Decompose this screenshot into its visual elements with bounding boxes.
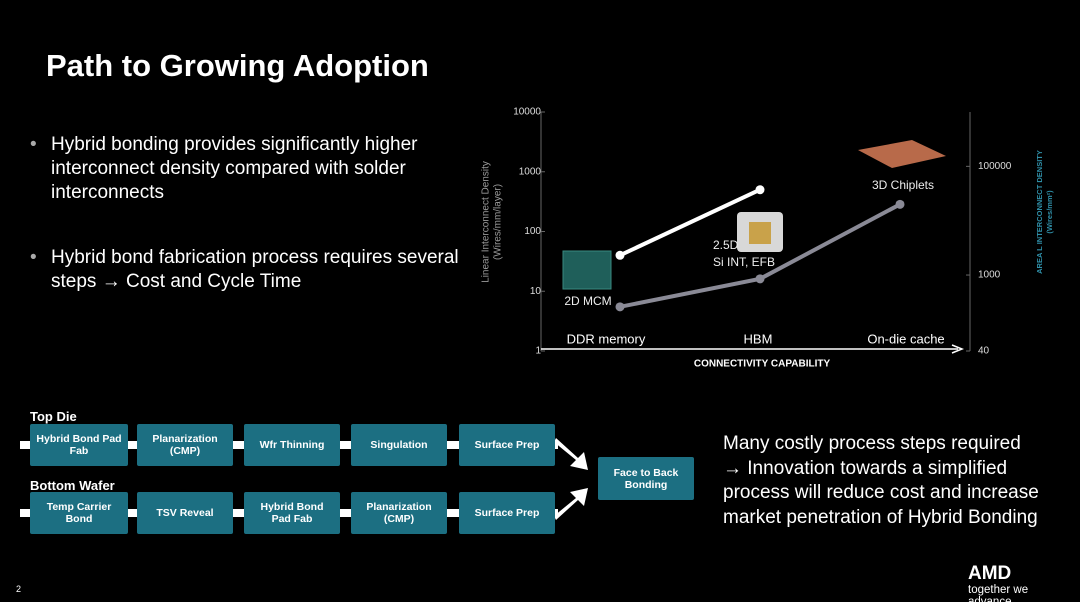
row-label: Top Die (30, 409, 77, 424)
y-tick-label: 10000 (513, 107, 541, 118)
chip-image (562, 250, 612, 290)
point-label: 2.5D (713, 238, 739, 252)
chip-image (749, 222, 771, 244)
x-axis (541, 344, 965, 354)
y-axis-label: (Wires/mm/layer) (493, 184, 504, 260)
process-step: Planarization (CMP) (137, 424, 233, 466)
x-category-label: DDR memory (567, 331, 646, 346)
callout-line: → Innovation towards a simplified proces… (723, 457, 1039, 528)
y-tick-label: 1 (535, 346, 541, 357)
y2-tick-label: 40 (978, 346, 990, 357)
y2-axis-label: (Wires/mm²) (1045, 190, 1054, 234)
process-step: Singulation (351, 424, 447, 466)
x-category-label: HBM (744, 331, 773, 346)
process-step: Surface Prep (459, 424, 555, 466)
slide-title: Path to Growing Adoption (46, 48, 429, 83)
y-tick-label: 100 (524, 226, 541, 237)
y2-axis-label: AREA L INTERCONNECT DENSITY (1035, 150, 1044, 274)
process-step: TSV Reveal (137, 492, 233, 534)
flow-arrow (554, 488, 588, 520)
x-axis-label: CONNECTIVITY CAPABILITY (694, 359, 831, 370)
data-point (755, 185, 765, 195)
process-step: Face to Back Bonding (598, 457, 694, 500)
process-step: Temp Carrier Bond (30, 492, 128, 534)
series-line (619, 187, 761, 258)
callout-line: Many costly process steps required (723, 433, 1021, 454)
y2-tick-label: 100000 (978, 161, 1012, 172)
y-tick-label: 10 (530, 286, 542, 297)
x-category-label: On-die cache (867, 331, 944, 346)
process-step: Wfr Thinning (244, 424, 340, 466)
y-tick-label: 1000 (519, 166, 542, 177)
y2-tick-label: 1000 (978, 270, 1001, 281)
process-step: Surface Prep (459, 492, 555, 534)
point-label: 2D MCM (564, 294, 611, 308)
callout: Many costly process steps required → Inn… (723, 432, 1073, 530)
row-label: Bottom Wafer (30, 478, 115, 493)
data-point (755, 274, 765, 284)
point-label: Si INT, EFB (713, 255, 775, 269)
bullet: Hybrid bond fabrication process requires… (30, 246, 471, 294)
data-point (615, 302, 625, 312)
bullet: Hybrid bonding provides significantly hi… (30, 133, 471, 205)
flow-arrow (554, 438, 588, 470)
page-number: 2 (16, 584, 22, 594)
logo: AMD (968, 563, 1012, 584)
process-step: Planarization (CMP) (351, 492, 447, 534)
process-step: Hybrid Bond Pad Fab (244, 492, 340, 534)
point-label: 3D Chiplets (872, 178, 934, 192)
process-step: Hybrid Bond Pad Fab (30, 424, 128, 466)
chip-image (858, 140, 946, 168)
tagline: together we advance_ (968, 584, 1029, 602)
data-point (895, 199, 905, 209)
data-point (615, 250, 625, 260)
y-axis-label: Linear Interconnect Density (481, 161, 492, 283)
